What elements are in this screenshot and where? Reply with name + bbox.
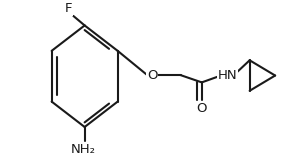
Text: HN: HN bbox=[217, 69, 237, 82]
Text: F: F bbox=[64, 2, 72, 15]
Text: O: O bbox=[197, 102, 207, 115]
Text: NH₂: NH₂ bbox=[71, 143, 96, 156]
Text: O: O bbox=[147, 69, 158, 82]
